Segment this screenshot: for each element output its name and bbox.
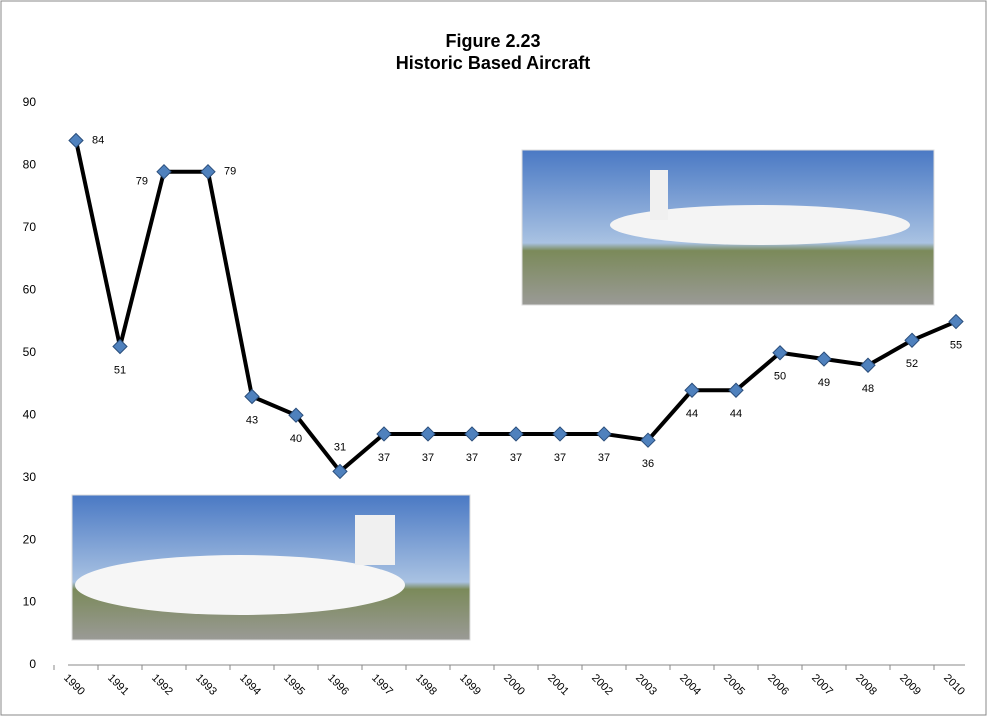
data-label: 37 xyxy=(466,452,478,464)
data-label: 43 xyxy=(246,414,258,426)
data-label: 36 xyxy=(642,458,654,470)
data-label: 44 xyxy=(686,408,698,420)
y-tick-label: 0 xyxy=(29,657,36,671)
plane-tail xyxy=(650,170,668,220)
y-tick-label: 30 xyxy=(23,470,37,484)
y-tick-label: 20 xyxy=(23,532,37,546)
chart-subtitle: Historic Based Aircraft xyxy=(396,53,590,73)
data-label: 40 xyxy=(290,433,302,445)
data-label: 44 xyxy=(730,408,742,420)
data-label: 79 xyxy=(224,166,236,178)
y-tick-label: 40 xyxy=(23,407,37,421)
data-label: 37 xyxy=(422,452,434,464)
data-label: 37 xyxy=(554,452,566,464)
data-label: 84 xyxy=(92,134,104,146)
data-label: 50 xyxy=(774,371,786,383)
y-tick-label: 50 xyxy=(23,345,37,359)
data-label: 48 xyxy=(862,383,874,395)
photo-jet xyxy=(72,495,470,640)
data-label: 51 xyxy=(114,364,126,376)
data-label: 79 xyxy=(136,176,148,188)
data-label: 37 xyxy=(598,452,610,464)
y-tick-label: 80 xyxy=(23,158,37,172)
data-label: 37 xyxy=(378,452,390,464)
chart: Figure 2.23 Historic Based Aircraft 0 10 2… xyxy=(0,0,987,716)
data-label: 55 xyxy=(950,339,962,351)
y-tick-label: 90 xyxy=(23,95,37,109)
chart-title: Figure 2.23 xyxy=(445,31,540,51)
data-label: 49 xyxy=(818,377,830,389)
y-tick-label: 70 xyxy=(23,220,37,234)
data-label: 31 xyxy=(334,441,346,453)
photo-twin-prop xyxy=(522,150,934,305)
y-tick-label: 60 xyxy=(23,283,37,297)
y-tick-label: 10 xyxy=(23,595,37,609)
data-label: 37 xyxy=(510,452,522,464)
plane-tail xyxy=(355,515,395,565)
data-label: 52 xyxy=(906,358,918,370)
